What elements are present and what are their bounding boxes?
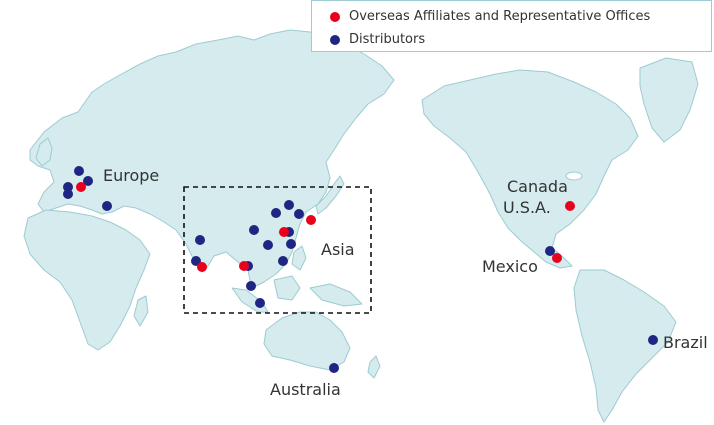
distributor-dot[interactable] [271,208,281,218]
madagascar-landmass [133,295,149,327]
legend-affiliates-label: Overseas Affiliates and Representative O… [349,9,651,24]
region-label-brazil: Brazil [663,333,708,352]
affiliate-dot[interactable] [197,262,207,272]
eurasia-landmass [29,29,395,287]
japan-landmass [315,175,345,215]
red-dot-icon [330,11,340,22]
legend-row-affiliates: Overseas Affiliates and Representative O… [330,9,650,24]
great-lakes [565,171,583,181]
affiliate-dot[interactable] [279,227,289,237]
region-label-mexico: Mexico [482,257,538,276]
distributor-dot[interactable] [286,239,296,249]
asia-detail-box [183,186,372,314]
new-guinea-landmass [309,283,363,307]
distributor-dot[interactable] [249,225,259,235]
borneo-landmass [273,275,301,301]
affiliate-dot[interactable] [239,261,249,271]
region-label-canada: Canada [507,177,568,196]
affiliate-dot[interactable] [306,215,316,225]
distributor-dot[interactable] [246,281,256,291]
greenland-landmass [639,57,699,143]
great-britain-landmass [35,137,53,167]
distributor-dot[interactable] [284,200,294,210]
map-legend: Overseas Affiliates and Representative O… [311,0,712,52]
region-label-asia: Asia [321,240,355,259]
distributor-dot[interactable] [255,298,265,308]
region-label-europe: Europe [103,166,159,185]
distributor-markers [63,166,658,373]
africa-landmass [23,209,151,351]
affiliate-dot[interactable] [565,201,575,211]
affiliate-markers [76,182,575,272]
distributor-dot[interactable] [102,201,112,211]
south-america-landmass [573,269,677,423]
distributor-dot[interactable] [83,176,93,186]
distributor-dot[interactable] [294,209,304,219]
navy-dot-icon [330,34,340,45]
distributor-dot[interactable] [278,256,288,266]
legend-row-distributors: Distributors [330,32,425,47]
distributor-dot[interactable] [648,335,658,345]
new-zealand-landmass [367,355,381,379]
north-america-landmass [421,69,639,269]
distributor-dot[interactable] [63,182,73,192]
affiliate-dot[interactable] [76,182,86,192]
region-label-australia: Australia [270,380,341,399]
affiliate-dot[interactable] [552,253,562,263]
philippines-landmass [291,245,307,271]
australia-landmass [263,311,351,371]
distributor-dot[interactable] [263,240,273,250]
distributor-dot[interactable] [74,166,84,176]
distributor-dot[interactable] [329,363,339,373]
region-label-usa: U.S.A. [503,198,551,217]
distributor-dot[interactable] [545,246,555,256]
distributor-dot[interactable] [195,235,205,245]
legend-distributors-label: Distributors [349,32,426,47]
distributor-dot[interactable] [63,189,73,199]
